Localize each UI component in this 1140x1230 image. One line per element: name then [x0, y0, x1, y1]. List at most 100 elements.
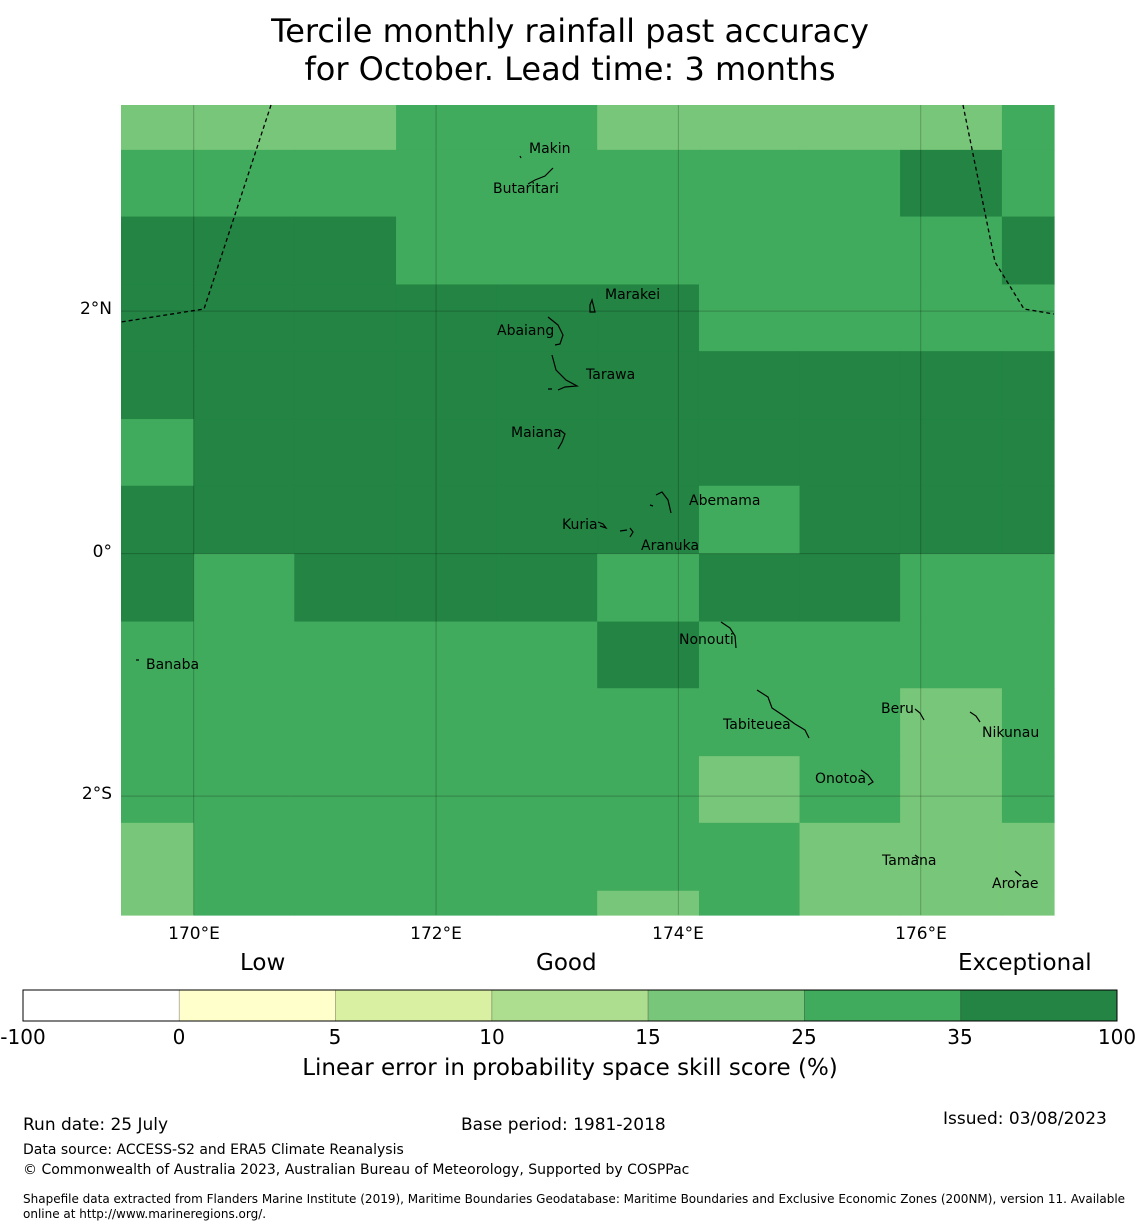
makin-outline [519, 155, 554, 185]
nikunau-outline [969, 711, 981, 723]
skill-cell [698, 351, 801, 420]
skill-cell [294, 822, 397, 892]
skill-cell [193, 419, 295, 487]
graticule [121, 105, 1054, 915]
skill-cell [121, 216, 195, 286]
skill-cell [900, 149, 1003, 218]
skill-cell [698, 485, 801, 555]
skill-cell [1001, 149, 1055, 218]
skill-cell [900, 756, 1003, 824]
skill-cell [496, 105, 598, 151]
skill-cell [396, 688, 498, 757]
skill-cell [597, 485, 700, 555]
issued-date: Issued: 03/08/2023 [943, 1109, 1107, 1129]
onotoa-outline [860, 769, 874, 786]
lon-label: 174°E [652, 924, 704, 944]
skill-cell [597, 105, 700, 151]
skill-cell [294, 351, 397, 420]
skill-cell [799, 105, 901, 151]
skill-cell [294, 756, 397, 824]
skill-cell [900, 419, 1003, 487]
skill-cell [1001, 485, 1055, 555]
skill-cell [294, 149, 397, 218]
skill-cell [193, 890, 295, 916]
skill-cell [396, 553, 498, 623]
skill-cell [294, 105, 397, 151]
place-label: Abaiang [497, 323, 555, 339]
skill-cell [193, 688, 295, 757]
skill-cell [193, 756, 295, 824]
skill-cell [496, 419, 598, 487]
skill-cell [799, 485, 901, 555]
place-label: Tarawa [586, 367, 636, 383]
place-label: Beru [881, 701, 914, 717]
skill-cell [396, 419, 498, 487]
aranuka-outline [619, 527, 634, 538]
skill-cell [121, 105, 195, 151]
island-outlines [136, 155, 1022, 877]
skill-cell [193, 149, 295, 218]
colorbar [22, 989, 1118, 1022]
skill-cell [193, 284, 295, 352]
skill-cell [900, 216, 1003, 286]
lon-label: 176°E [895, 924, 947, 944]
place-label: Maiana [511, 425, 562, 441]
tabiteuea-outline [756, 689, 810, 739]
colorbar-swatch [178, 989, 336, 1022]
skill-cell [193, 822, 295, 892]
skill-cell [799, 149, 901, 218]
skill-cell [597, 553, 700, 623]
skill-cell [121, 553, 195, 623]
skill-cell [496, 216, 598, 286]
arorae-outline [1014, 870, 1022, 877]
skill-cell [1001, 351, 1055, 420]
skill-cell [597, 216, 700, 286]
place-label: Onotoa [815, 771, 867, 787]
skill-cell [496, 688, 598, 757]
skill-cell [900, 351, 1003, 420]
skill-grid-cells [121, 105, 1055, 916]
data-source: Data source: ACCESS-S2 and ERA5 Climate … [23, 1142, 404, 1158]
skill-cell [121, 756, 195, 824]
lon-label: 172°E [410, 924, 462, 944]
skill-cell [597, 890, 700, 916]
skill-cell [799, 621, 901, 689]
skill-cell [698, 284, 801, 352]
copyright: © Commonwealth of Australia 2023, Austra… [23, 1162, 690, 1178]
skill-cell [698, 688, 801, 757]
legend-category-good: Good [536, 950, 597, 976]
skill-cell [294, 688, 397, 757]
skill-cell [121, 822, 195, 892]
skill-cell [597, 756, 700, 824]
colorbar-tick-label: 10 [479, 1025, 505, 1049]
kuria-outline [597, 521, 608, 530]
nonouti-outline [720, 621, 737, 649]
place-label: Nonouti [679, 632, 734, 648]
shapefile-credit: Shapefile data extracted from Flanders M… [23, 1192, 1126, 1221]
skill-cell [496, 284, 598, 352]
place-label: Arorae [992, 876, 1039, 892]
skill-cell [698, 890, 801, 916]
colorbar-tick-label: 100 [1097, 1025, 1137, 1049]
skill-cell [1001, 216, 1055, 286]
skill-cell [496, 822, 598, 892]
skill-cell [193, 485, 295, 555]
colorbar-title: Linear error in probability space skill … [302, 1055, 838, 1081]
skill-cell [396, 822, 498, 892]
skill-cell [396, 351, 498, 420]
skill-cell [396, 756, 498, 824]
maiana-outline [557, 429, 566, 450]
skill-cell [597, 419, 700, 487]
colorbar-tick-label: -100 [0, 1025, 46, 1049]
place-label: Butaritari [493, 181, 559, 197]
skill-cell [597, 688, 700, 757]
skill-cell [698, 216, 801, 286]
skill-cell [121, 890, 195, 916]
colorbar-swatch [22, 989, 180, 1022]
colorbar-frame [22, 989, 1118, 1022]
skill-cell [900, 688, 1003, 757]
skill-cell [1001, 890, 1055, 916]
skill-cell [900, 890, 1003, 916]
skill-cell [799, 351, 901, 420]
colorbar-swatch [647, 989, 805, 1022]
